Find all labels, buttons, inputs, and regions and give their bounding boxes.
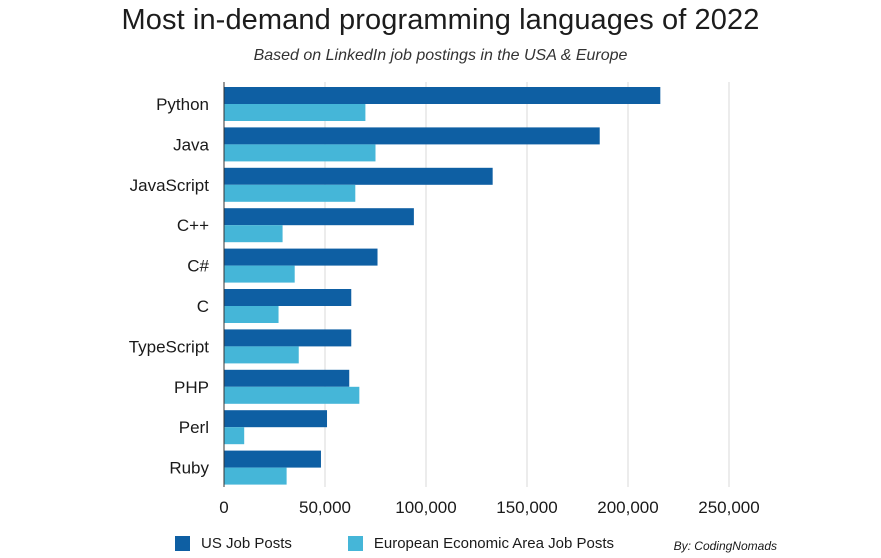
bar-us <box>224 248 378 266</box>
category-label: Perl <box>179 418 209 437</box>
x-tick-label: 150,000 <box>496 498 557 517</box>
bar-chart: Python Java JavaScript C++ C# C TypeScript PHP P… <box>129 82 760 517</box>
bar-eea <box>224 306 279 323</box>
bar-eea <box>224 144 376 162</box>
x-tick-label: 50,000 <box>299 498 351 517</box>
legend: US Job Posts European Economic Area Job … <box>175 535 670 552</box>
bar-us <box>224 369 350 387</box>
bar-us <box>224 329 352 347</box>
bar-eea <box>224 225 283 243</box>
bar-eea <box>224 104 366 121</box>
chart-subtitle: Based on LinkedIn job postings in the US… <box>253 47 628 64</box>
bar-us <box>224 87 661 104</box>
bar-eea <box>224 467 287 485</box>
category-label: C# <box>187 257 209 276</box>
category-label: Java <box>173 135 209 154</box>
category-label: Ruby <box>169 459 209 478</box>
credit-text: By: CodingNomads <box>673 539 777 553</box>
legend-item-eea: European Economic Area Job Posts <box>347 535 615 552</box>
x-tick-label: 250,000 <box>698 498 759 517</box>
legend-swatch-us <box>175 536 190 551</box>
category-label: PHP <box>174 378 209 397</box>
bar-us <box>224 167 493 185</box>
legend-swatch-eea <box>347 536 363 551</box>
bar-us <box>224 127 600 145</box>
bar-eea <box>224 427 245 445</box>
category-label: C <box>197 297 209 316</box>
chart-title: Most in-demand programming languages of … <box>121 4 760 36</box>
x-tick-label: 100,000 <box>395 498 456 517</box>
bar-us <box>224 450 321 468</box>
bar-us <box>224 289 352 306</box>
category-label: JavaScript <box>130 176 210 195</box>
x-tick-label: 200,000 <box>597 498 658 517</box>
category-label: Python <box>156 95 209 114</box>
category-label: C++ <box>177 216 209 235</box>
legend-label-eea: European Economic Area Job Posts <box>373 535 615 552</box>
x-tick-label: 0 <box>219 498 228 517</box>
bar-eea <box>224 184 356 202</box>
legend-item-us: US Job Posts <box>175 535 292 552</box>
bar-eea <box>224 386 360 404</box>
legend-label-us: US Job Posts <box>201 535 292 552</box>
bar-us <box>224 410 328 428</box>
bar-eea <box>224 265 295 283</box>
bar-eea <box>224 346 299 364</box>
bar-us <box>224 208 414 226</box>
category-label: TypeScript <box>129 337 210 356</box>
